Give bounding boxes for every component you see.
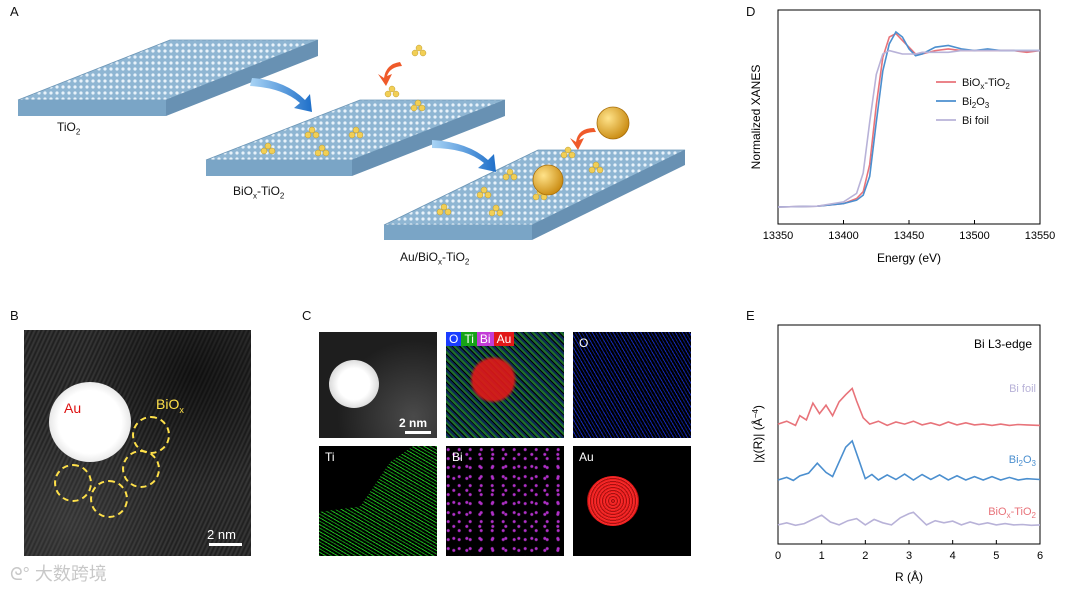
series-label: BiOx-TiO2	[988, 506, 1036, 520]
biox-highlight-circle	[122, 450, 160, 488]
caption-tio2: TiO2	[57, 120, 81, 137]
stem-tile: 2 nm	[319, 332, 437, 438]
legend-label: Bi2O3	[962, 96, 990, 110]
biox-tio2-slab	[205, 99, 506, 176]
legend-label: Bi foil	[962, 115, 989, 127]
x-tick-label: 0	[775, 550, 781, 562]
x-axis-label: Energy (eV)	[877, 251, 941, 265]
legend-au: Au	[493, 332, 515, 346]
eds-o-tile: O	[573, 332, 691, 438]
x-tick-label: 1	[819, 550, 825, 562]
au-particle	[329, 360, 379, 408]
legend-o: O	[446, 332, 462, 346]
series-line-bi-foil	[777, 511, 1041, 527]
legend-bi: Bi	[476, 332, 494, 346]
x-tick-label: 4	[950, 550, 956, 562]
x-tick-label: 13350	[763, 230, 794, 242]
panel-label-c: C	[302, 308, 312, 323]
series-label: Bi foil	[1009, 383, 1036, 395]
plot-frame	[777, 9, 1041, 225]
panel-label-b: B	[10, 308, 19, 323]
eds-au-tile: Au	[573, 446, 691, 556]
scale-bar	[405, 431, 431, 434]
eds-ti-tile: Ti	[319, 446, 437, 556]
series-line-bi2o3	[777, 439, 1041, 482]
au-nanoparticle	[532, 164, 564, 196]
x-tick-label: 13400	[828, 230, 859, 242]
au-nanoparticle-source	[596, 106, 630, 140]
eds-legend: O Ti Bi Au	[446, 332, 515, 346]
caption-au-biox-tio2: Au/BiOx-TiO2	[400, 250, 470, 267]
series-label: Bi2O3	[1009, 454, 1037, 468]
exafs-chart: Bi L3-edge 0 1 2 3 4 5 6 R (Å) |χ(R)| (Å−4) Bi…	[750, 324, 1043, 584]
haadf-stem-image: Au BiOx 2 nm	[24, 330, 251, 556]
x-tick-label: 13500	[959, 230, 990, 242]
au-biox-tio2-slab	[383, 149, 686, 240]
biox-highlight-circle	[54, 464, 92, 502]
x-tick-label: 13450	[894, 230, 925, 242]
synthesis-schematic	[17, 39, 686, 240]
x-tick-label: 6	[1037, 550, 1043, 562]
tile-label-ti: Ti	[325, 450, 335, 464]
tile-label-o: O	[579, 336, 589, 350]
deposit-arrow-bi	[378, 62, 402, 86]
process-arrow-2	[432, 140, 496, 172]
panel-label-a: A	[10, 4, 19, 19]
chart-title: Bi L3-edge	[974, 337, 1032, 351]
series-line-biox-tio2	[777, 32, 1041, 208]
tile-label-au: Au	[579, 450, 594, 464]
legend-label: BiOx-TiO2	[962, 77, 1010, 91]
caption-biox-tio2: BiOx-TiO2	[233, 184, 285, 201]
scale-bar	[209, 543, 242, 546]
legend-ti: Ti	[461, 332, 477, 346]
biox-highlight-circle	[90, 480, 128, 518]
series-line-biox-tio2	[777, 386, 1041, 427]
scale-bar-label: 2 nm	[399, 416, 428, 430]
xanes-chart: 13350 13400 13450 13500 13550 Energy (eV) No…	[749, 9, 1056, 265]
deposit-arrow-au	[570, 128, 596, 150]
panel-label-d: D	[746, 4, 756, 19]
watermark-logo: ᘓ° 大数跨境	[10, 564, 107, 584]
y-axis-label: |χ(R)| (Å−4)	[750, 405, 765, 463]
eds-overlay-tile: O Ti Bi Au	[446, 332, 564, 438]
process-arrow-1	[250, 78, 312, 112]
y-axis-label: Normalized XANES	[749, 65, 763, 170]
x-axis-label: R (Å)	[895, 569, 923, 584]
biox-highlight-circle	[132, 416, 170, 454]
au-particle	[49, 382, 131, 462]
x-tick-label: 5	[993, 550, 999, 562]
tile-label-bi: Bi	[452, 450, 463, 464]
x-tick-label: 3	[906, 550, 912, 562]
scale-bar-label: 2 nm	[207, 527, 236, 542]
series-line-bi-foil	[777, 49, 1040, 208]
eds-bi-tile: Bi	[446, 446, 564, 556]
biox-label: BiOx	[156, 396, 184, 415]
x-tick-label: 2	[862, 550, 868, 562]
x-tick-label: 13550	[1025, 230, 1056, 242]
series-line-bi2o3	[777, 30, 1040, 208]
au-label: Au	[64, 400, 82, 416]
tio2-slab	[17, 39, 319, 116]
panel-label-e: E	[746, 308, 755, 323]
